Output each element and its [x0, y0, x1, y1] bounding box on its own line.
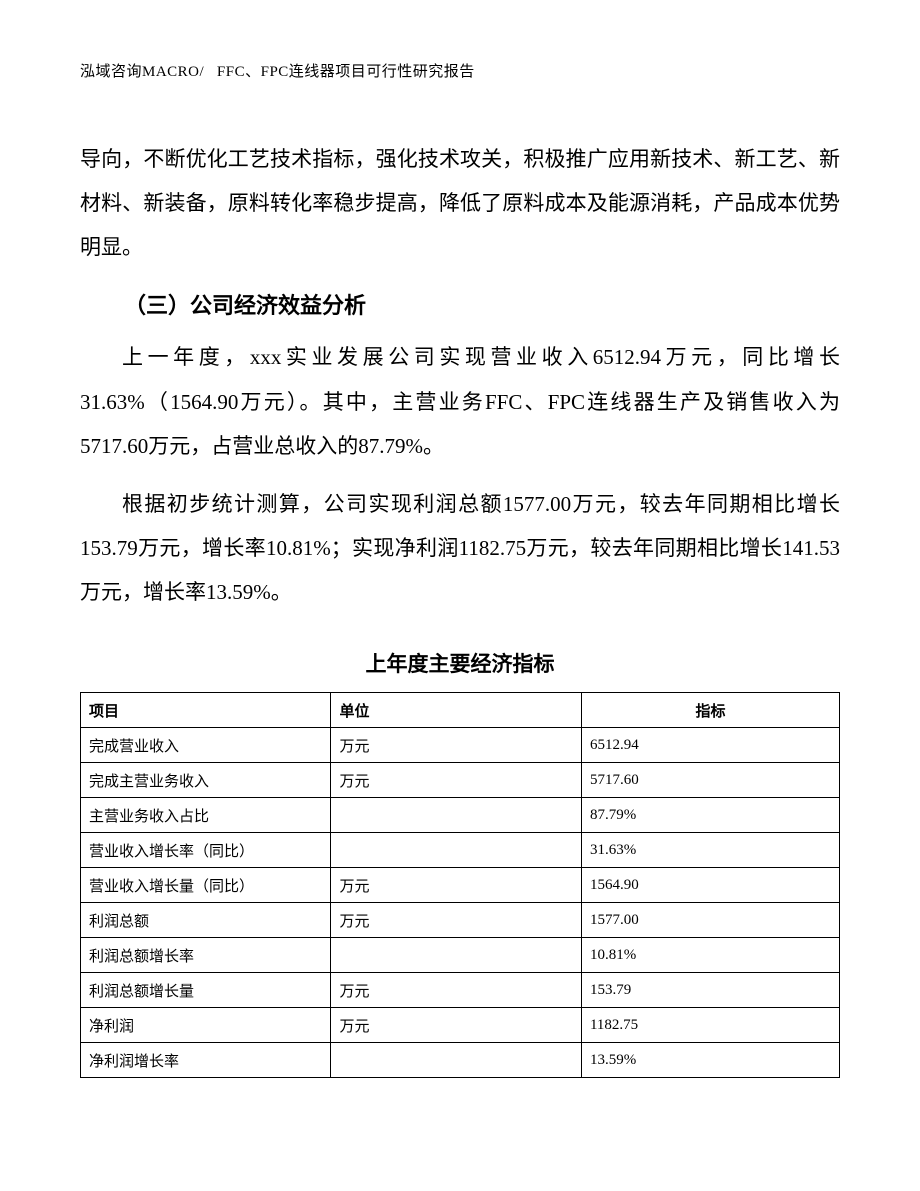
cell-unit	[331, 1043, 581, 1078]
col-header-unit: 单位	[331, 693, 581, 728]
cell-unit	[331, 938, 581, 973]
table-row: 营业收入增长率（同比） 31.63%	[81, 833, 840, 868]
table-row: 完成营业收入 万元 6512.94	[81, 728, 840, 763]
cell-indicator: 13.59%	[581, 1043, 839, 1078]
cell-item: 主营业务收入占比	[81, 798, 331, 833]
cell-indicator: 1577.00	[581, 903, 839, 938]
page-header: 泓域咨询MACRO/ FFC、FPC连线器项目可行性研究报告	[80, 60, 840, 81]
table-header-row: 项目 单位 指标	[81, 693, 840, 728]
cell-item: 营业收入增长率（同比）	[81, 833, 331, 868]
table-row: 利润总额 万元 1577.00	[81, 903, 840, 938]
cell-unit: 万元	[331, 973, 581, 1008]
table-row: 净利润增长率 13.59%	[81, 1043, 840, 1078]
table-row: 完成主营业务收入 万元 5717.60	[81, 763, 840, 798]
cell-item: 净利润	[81, 1008, 331, 1043]
table-row: 净利润 万元 1182.75	[81, 1008, 840, 1043]
cell-unit: 万元	[331, 1008, 581, 1043]
body-paragraph-1: 导向，不断优化工艺技术指标，强化技术攻关，积极推广应用新技术、新工艺、新材料、新…	[80, 137, 840, 269]
cell-item: 净利润增长率	[81, 1043, 331, 1078]
cell-indicator: 153.79	[581, 973, 839, 1008]
cell-unit: 万元	[331, 868, 581, 903]
cell-indicator: 31.63%	[581, 833, 839, 868]
table-row: 利润总额增长量 万元 153.79	[81, 973, 840, 1008]
cell-indicator: 6512.94	[581, 728, 839, 763]
document-page: 泓域咨询MACRO/ FFC、FPC连线器项目可行性研究报告 导向，不断优化工艺…	[0, 0, 920, 1191]
table-row: 主营业务收入占比 87.79%	[81, 798, 840, 833]
body-paragraph-3: 根据初步统计测算，公司实现利润总额1577.00万元，较去年同期相比增长153.…	[80, 482, 840, 614]
col-header-item: 项目	[81, 693, 331, 728]
economic-indicators-table: 项目 单位 指标 完成营业收入 万元 6512.94 完成主营业务收入 万元 5…	[80, 692, 840, 1078]
cell-indicator: 1564.90	[581, 868, 839, 903]
cell-indicator: 5717.60	[581, 763, 839, 798]
body-paragraph-2: 上一年度，xxx实业发展公司实现营业收入6512.94万元，同比增长31.63%…	[80, 335, 840, 467]
cell-unit	[331, 833, 581, 868]
cell-unit: 万元	[331, 903, 581, 938]
cell-item: 利润总额增长量	[81, 973, 331, 1008]
cell-unit	[331, 798, 581, 833]
cell-item: 利润总额	[81, 903, 331, 938]
cell-unit: 万元	[331, 728, 581, 763]
cell-item: 营业收入增长量（同比）	[81, 868, 331, 903]
cell-indicator: 10.81%	[581, 938, 839, 973]
cell-indicator: 87.79%	[581, 798, 839, 833]
table-row: 营业收入增长量（同比） 万元 1564.90	[81, 868, 840, 903]
cell-item: 完成营业收入	[81, 728, 331, 763]
section-heading: （三）公司经济效益分析	[80, 283, 840, 329]
cell-unit: 万元	[331, 763, 581, 798]
cell-item: 利润总额增长率	[81, 938, 331, 973]
cell-item: 完成主营业务收入	[81, 763, 331, 798]
col-header-indicator: 指标	[581, 693, 839, 728]
cell-indicator: 1182.75	[581, 1008, 839, 1043]
table-row: 利润总额增长率 10.81%	[81, 938, 840, 973]
table-title: 上年度主要经济指标	[80, 648, 840, 678]
